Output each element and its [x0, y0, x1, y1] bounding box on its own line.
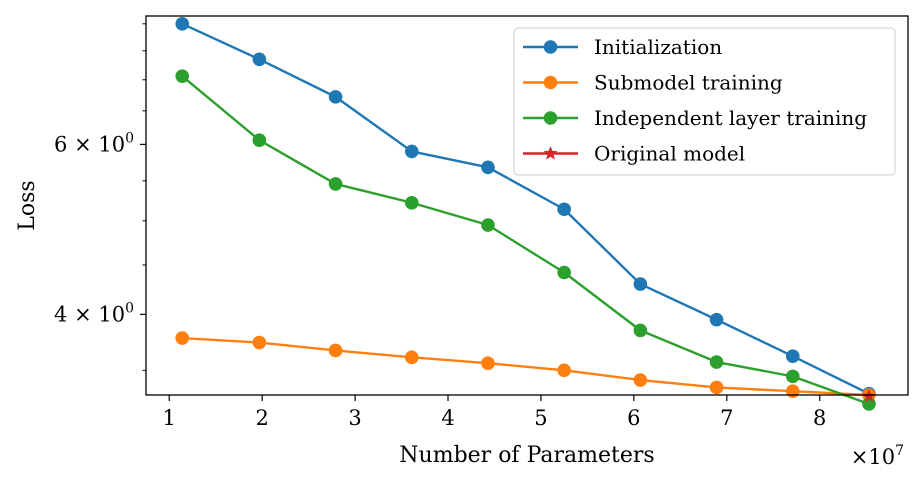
data-point [557, 202, 571, 217]
data-point [404, 144, 419, 159]
data-point [785, 384, 800, 399]
data-point [175, 16, 190, 31]
data-point [709, 380, 724, 395]
data-point [557, 265, 571, 280]
legend-marker [543, 75, 558, 90]
legend-marker [543, 146, 558, 160]
x-tick-label: 2 [255, 406, 268, 430]
data-point [633, 323, 648, 338]
data-point [709, 355, 724, 369]
data-point [328, 90, 343, 104]
data-point [785, 369, 800, 384]
series-independent-layer-training [175, 69, 876, 411]
data-point [709, 312, 724, 327]
x-tick-label: 4 [441, 406, 454, 430]
data-point [481, 356, 495, 371]
x-tick-label: 3 [348, 406, 361, 430]
data-point [328, 343, 343, 358]
data-point [481, 160, 495, 175]
legend-label: Submodel training [594, 71, 783, 95]
data-point [175, 69, 190, 83]
data-point [633, 373, 648, 387]
legend-item: Independent layer training [523, 106, 867, 130]
data-point [404, 195, 419, 210]
data-point [633, 277, 648, 291]
x-tick-label: 7 [720, 406, 733, 430]
y-tick-label: 6 × 100 [54, 130, 134, 156]
plot-frame [145, 15, 909, 396]
x-tick-label: 1 [163, 406, 176, 430]
y-tick-label: 4 × 100 [54, 300, 134, 326]
data-point [328, 177, 343, 191]
axis-ticks: 1 2 3 4 5 6 7 8 6 × 100 4 × 100 [54, 23, 826, 430]
x-scale-base: ×10 [851, 445, 895, 469]
data-point [252, 335, 267, 350]
series-submodel-training [175, 331, 876, 402]
legend-marker [543, 40, 558, 54]
data-point [481, 218, 495, 232]
series-line [182, 336, 870, 397]
x-scale-exponent: 7 [895, 443, 904, 459]
legend-label: Independent layer training [594, 106, 867, 130]
legend-item: Initialization [523, 35, 722, 59]
plot-marks [175, 16, 877, 411]
legend-box [513, 27, 896, 176]
data-point [557, 363, 571, 378]
series-line [181, 75, 870, 406]
legend-item: Submodel training [523, 71, 783, 95]
x-scale-multiplier: ×107 [851, 443, 904, 469]
x-axis-label: Number of Parameters [399, 443, 654, 468]
x-tick-label: 6 [627, 406, 640, 430]
legend-label: Initialization [594, 35, 722, 59]
legend-marker [543, 111, 558, 125]
y-axis-label: Loss [15, 180, 40, 230]
series-line [181, 22, 870, 395]
legend-label: Original model [594, 142, 745, 166]
data-point [252, 52, 267, 67]
legend: Initialization Submodel training Independe… [513, 27, 896, 176]
data-point [175, 331, 190, 345]
data-point [785, 349, 800, 364]
data-point [404, 350, 419, 365]
x-tick-label: 8 [813, 406, 826, 430]
legend-item: Original model [523, 142, 745, 166]
data-point [252, 133, 267, 148]
x-tick-label: 5 [534, 406, 547, 430]
